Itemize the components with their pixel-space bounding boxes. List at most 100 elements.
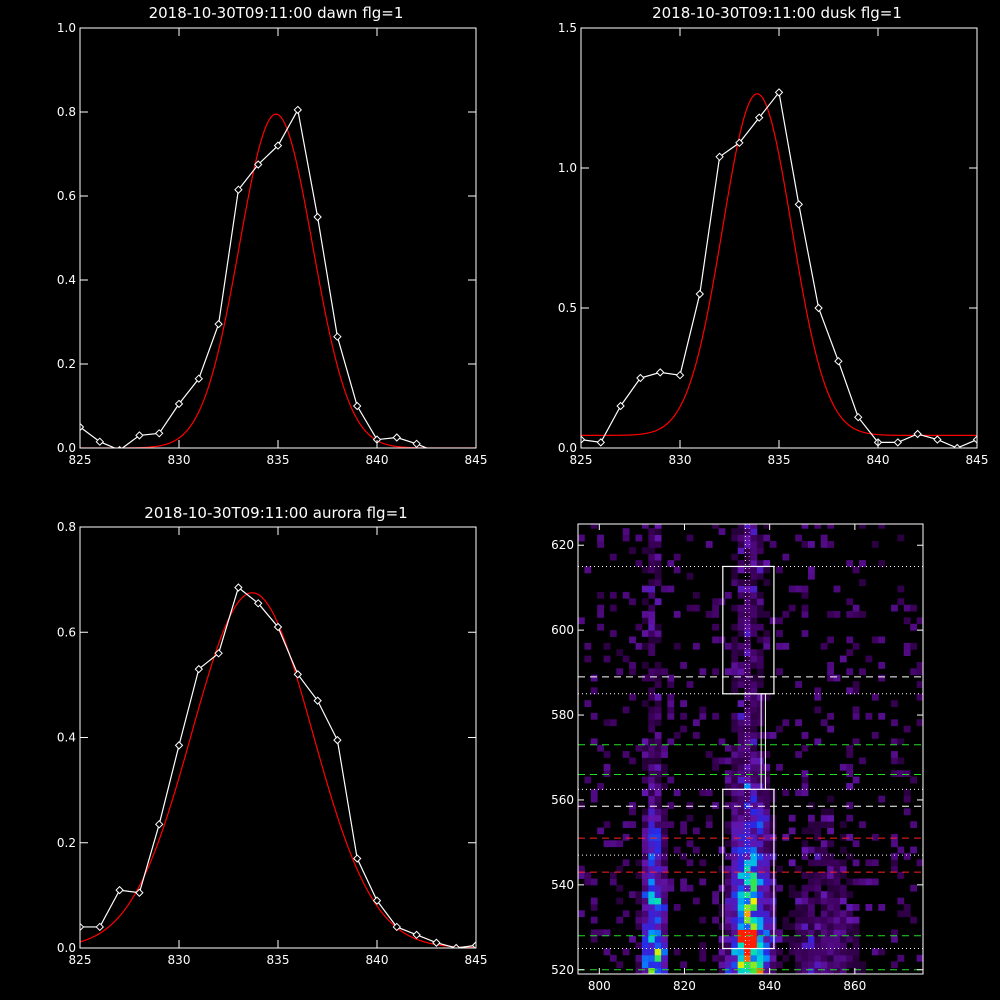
heatmap-cell-619 [827, 814, 834, 822]
heatmap-cell-180 [756, 929, 764, 937]
heatmap-cell-887 [846, 687, 854, 695]
heatmap-cell-150 [750, 935, 758, 943]
heatmap-cell-450 [891, 865, 898, 873]
heatmap-cell-989 [846, 636, 854, 644]
heatmap-cell-1035 [801, 611, 809, 618]
heatmap-cell-185 [801, 929, 809, 937]
heatmap-cell-525 [661, 840, 668, 848]
heatmap-cell-342 [763, 891, 771, 898]
heatmap-cell-220 [852, 923, 860, 930]
heatmap-cell-421 [763, 872, 771, 879]
heatmap-cell-254 [648, 910, 656, 918]
heatmap-cell-297 [833, 904, 841, 911]
heatmap-cell-306 [641, 897, 649, 905]
heatmap-cell-637 [648, 802, 656, 809]
heatmap-cell-523 [648, 840, 656, 848]
heatmap-cell-1158 [827, 541, 834, 548]
heatmap-cell-300 [865, 904, 873, 911]
heatmap-cell-749 [731, 757, 739, 765]
heatmap-cell-626 [731, 808, 739, 816]
heatmap-cell-27 [648, 961, 656, 969]
heatmap-cell-464 [763, 859, 771, 867]
heatmap-cell-615 [769, 814, 777, 822]
heatmap-cell-686 [661, 783, 668, 790]
heatmap-cell-206 [756, 923, 764, 930]
heatmap-cell-221 [590, 916, 598, 924]
heatmap-cell-977 [903, 642, 911, 650]
heatmap-cell-1067 [897, 598, 905, 606]
heatmap-cell-1135 [731, 553, 739, 561]
xtick-label-aurora-0: 825 [69, 953, 92, 967]
heatmap-cell-93 [731, 948, 739, 956]
heatmap-cell-777 [654, 744, 662, 752]
heatmap-cell-32 [724, 961, 732, 969]
heatmap-cell-1163 [635, 534, 643, 542]
heatmap-cell-715 [724, 770, 732, 777]
heatmap-cell-696 [584, 776, 592, 784]
heatmap-cell-1161 [597, 534, 604, 542]
heatmap-cell-628 [744, 808, 751, 816]
heatmap-cell-219 [846, 923, 854, 930]
heatmap-cell-920 [724, 668, 732, 676]
heatmap-cell-462 [750, 859, 758, 867]
heatmap-cell-916 [654, 668, 662, 676]
heatmap-cell-842 [737, 712, 745, 720]
heatmap-cell-578 [603, 821, 611, 828]
plot-area-dusk [581, 88, 977, 448]
heatmap-cell-125 [750, 942, 758, 949]
heatmap-cell-901 [641, 674, 649, 682]
heatmap-cell-443 [756, 865, 764, 873]
heatmap-cell-403 [852, 878, 860, 886]
heatmap-cell-429 [839, 872, 847, 879]
heatmap-cell-336 [724, 891, 732, 898]
heatmap-cell-123 [737, 942, 745, 949]
heatmap-cell-95 [744, 948, 751, 956]
heatmap-cell-609 [731, 814, 739, 822]
heatmap-cell-982 [712, 636, 719, 644]
heatmap-cell-243 [820, 916, 828, 924]
heatmap-cell-252 [635, 910, 643, 918]
heatmap-cell-971 [744, 642, 751, 650]
heatmap-cell-415 [724, 872, 732, 879]
heatmap-cell-521 [616, 840, 624, 848]
heatmap-cell-879 [871, 693, 879, 701]
xtick-label-heatmap-3: 860 [843, 979, 866, 993]
heatmap-cell-616 [788, 814, 796, 822]
heatmap-cell-426 [820, 872, 828, 879]
heatmap-cell-597 [814, 821, 822, 828]
panel-aurora: 2018-10-30T09:11:00 aurora flg=1 825 830 8… [57, 504, 488, 967]
heatmap-cell-787 [641, 738, 649, 746]
heatmap-cell-1112 [744, 566, 751, 574]
heatmap-cell-799 [654, 732, 662, 739]
heatmap-cell-892 [731, 681, 739, 688]
heatmap-cell-285 [731, 904, 739, 911]
heatmap-cell-1131 [609, 553, 617, 561]
heatmap-cell-507 [744, 846, 751, 854]
heatmap-cell-281 [661, 904, 668, 911]
heatmap-cell-402 [846, 878, 854, 886]
heatmap-cell-955 [737, 649, 745, 656]
heatmap-cell-1093 [731, 579, 739, 586]
heatmap-cell-1063 [744, 598, 751, 606]
data-point-dusk-19 [952, 443, 962, 448]
heatmap-cell-580 [629, 821, 636, 828]
heatmap-cell-993 [641, 630, 649, 637]
heatmap-cell-621 [629, 808, 636, 816]
heatmap-cell-1128 [846, 560, 854, 567]
heatmap-cell-488 [756, 853, 764, 860]
heatmap-cell-1049 [744, 604, 751, 612]
data-point-aurora-12 [313, 696, 322, 705]
heatmap-cell-682 [903, 789, 911, 797]
heatmap-cell-1111 [737, 566, 745, 574]
ticks-heatmap: 800 820 840 860 520 540 560 580 600 620 [551, 524, 923, 993]
heatmap-cell-55 [641, 954, 649, 962]
heatmap-cell-1094 [737, 579, 745, 586]
heatmap-cell-470 [827, 859, 834, 867]
heatmap-cell-789 [654, 738, 662, 746]
heatmap-cell-895 [750, 681, 758, 688]
heatmap-cell-279 [648, 904, 656, 911]
heatmap-cell-768 [756, 751, 764, 758]
data-point-dawn-16 [392, 433, 402, 442]
heatmap-cell-339 [744, 891, 751, 898]
heatmap-cell-1183 [750, 528, 758, 535]
